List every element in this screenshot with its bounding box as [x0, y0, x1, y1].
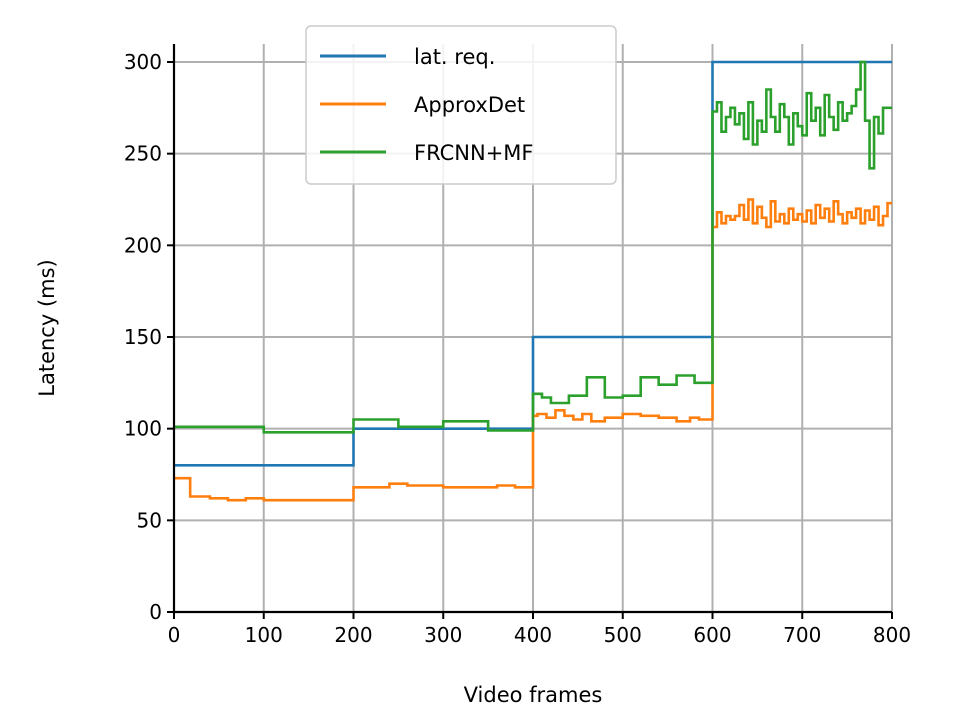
y-tick-label: 0 [149, 600, 162, 624]
legend-label-lat-req: lat. req. [414, 45, 495, 69]
x-tick-label: 200 [334, 623, 372, 647]
ticks: 0 100 200 300 400 500 600 700 800 0 50 100 150 200 250… [124, 50, 911, 647]
y-axis-title: Latency (ms) [35, 259, 59, 396]
legend-label-approxdet: ApproxDet [414, 93, 525, 117]
y-tick-label: 300 [124, 50, 162, 74]
x-tick-label: 600 [693, 623, 731, 647]
y-tick-label: 100 [124, 417, 162, 441]
series-line-approxdet [174, 198, 892, 502]
series-line-frcnn-mf [174, 60, 892, 434]
series-lines [174, 60, 892, 502]
y-tick-label: 150 [124, 325, 162, 349]
x-tick-label: 700 [783, 623, 821, 647]
x-axis-title: Video frames [464, 683, 603, 707]
legend-label-frcnn-mf: FRCNN+MF [414, 141, 534, 165]
legend-box [305, 25, 617, 185]
y-tick-label: 200 [124, 233, 162, 257]
series-line-lat-req [174, 60, 892, 467]
legend: lat. req. ApproxDet FRCNN+MF [305, 25, 617, 185]
x-tick-label: 100 [245, 623, 283, 647]
x-tick-label: 0 [168, 623, 181, 647]
y-tick-label: 250 [124, 142, 162, 166]
x-tick-label: 800 [873, 623, 911, 647]
x-tick-label: 400 [514, 623, 552, 647]
x-tick-label: 300 [424, 623, 462, 647]
x-tick-label: 500 [604, 623, 642, 647]
y-tick-label: 50 [137, 508, 162, 532]
